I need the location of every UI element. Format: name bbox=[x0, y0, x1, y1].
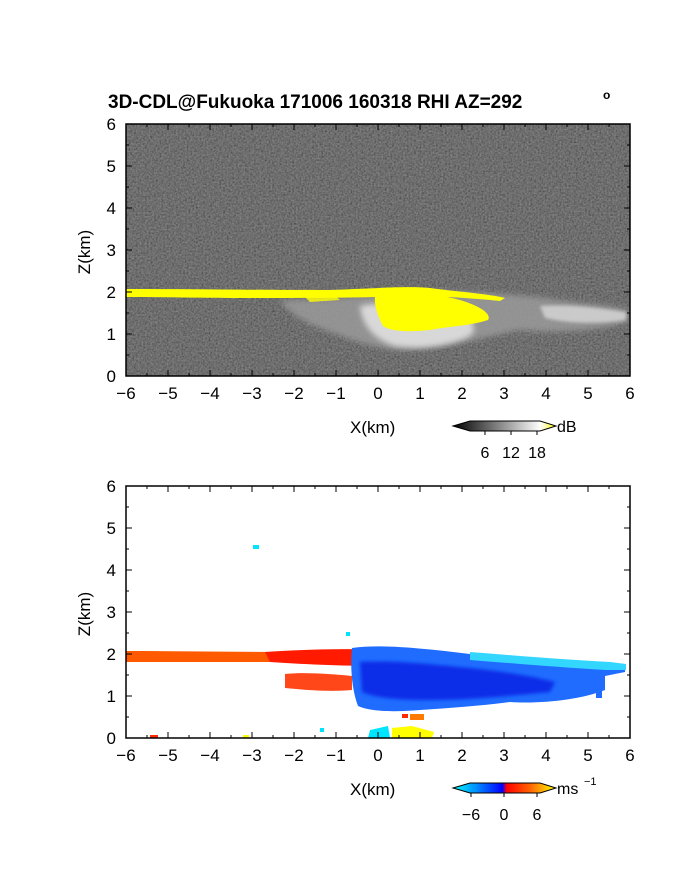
panel1-ylabel: Z(km) bbox=[75, 230, 94, 274]
vel-speck-cyan bbox=[320, 728, 324, 732]
vel-cyan-edge bbox=[470, 652, 626, 670]
x-tick-label: 6 bbox=[625, 384, 634, 403]
panel1-echoes bbox=[126, 287, 628, 350]
x-tick-label: −5 bbox=[158, 384, 177, 403]
x-tick-label: 4 bbox=[541, 384, 550, 403]
x-tick-label: 2 bbox=[457, 384, 466, 403]
colorbar2-tick-label: 6 bbox=[533, 807, 542, 824]
colorbar1-tick-label: 12 bbox=[502, 445, 520, 462]
x-tick-label: 1 bbox=[415, 746, 424, 765]
y-tick-label: 3 bbox=[107, 603, 116, 622]
x-tick-label: 0 bbox=[373, 384, 382, 403]
y-tick-label: 5 bbox=[107, 519, 116, 538]
vel-speck-red bbox=[402, 714, 408, 718]
vel-near-surface-cyan bbox=[368, 726, 390, 738]
x-tick-label: 2 bbox=[457, 746, 466, 765]
y-tick-label: 2 bbox=[107, 645, 116, 664]
colorbar-velocity: ms −1 −6 0 6 bbox=[451, 776, 597, 824]
vel-positive-low bbox=[285, 673, 352, 691]
vel-speck-cyan bbox=[346, 632, 350, 636]
x-tick-label: −6 bbox=[116, 384, 135, 403]
x-tick-label: −3 bbox=[242, 746, 261, 765]
colorbar1-bar bbox=[451, 420, 558, 432]
y-tick-label: 4 bbox=[107, 561, 116, 580]
x-tick-label: 5 bbox=[583, 384, 592, 403]
x-tick-label: −2 bbox=[284, 746, 303, 765]
x-tick-label: 3 bbox=[499, 746, 508, 765]
y-tick-label: 1 bbox=[107, 687, 116, 706]
panel2-ylabel: Z(km) bbox=[75, 592, 94, 636]
y-tick-label: 6 bbox=[107, 115, 116, 134]
panel1-xlabel: X(km) bbox=[350, 418, 395, 437]
vel-speck-red bbox=[150, 735, 158, 738]
y-tick-label: 4 bbox=[107, 199, 116, 218]
y-tick-label: 6 bbox=[107, 477, 116, 496]
x-tick-label: 6 bbox=[625, 746, 634, 765]
panel2-xlabel: X(km) bbox=[350, 780, 395, 799]
colorbar-reflectivity: dB 6 12 18 bbox=[451, 419, 577, 462]
panel1-ticks: −6 −5 −4 −3 −2 −1 0 1 2 3 4 5 6 0 1 2 3 4 5 6 bbox=[107, 115, 635, 403]
echo-yellow-core bbox=[374, 292, 489, 332]
colorbar1-ticks bbox=[484, 431, 538, 435]
x-tick-label: −6 bbox=[116, 746, 135, 765]
colorbar2-ticks bbox=[470, 793, 538, 797]
x-tick-label: −2 bbox=[284, 384, 303, 403]
colorbar1-tick-label: 18 bbox=[528, 445, 546, 462]
x-tick-label: 0 bbox=[373, 746, 382, 765]
colorbar2-unit-superscript: −1 bbox=[584, 776, 597, 788]
vel-speck-cyan bbox=[253, 545, 259, 549]
vel-near-surface-yellow bbox=[392, 726, 434, 738]
colorbar2-bar bbox=[451, 782, 558, 794]
chart-title-superscript: o bbox=[603, 88, 610, 102]
x-tick-label: −1 bbox=[326, 384, 345, 403]
x-tick-label: 4 bbox=[541, 746, 550, 765]
y-tick-label: 3 bbox=[107, 241, 116, 260]
colorbar1-tick-label: 6 bbox=[481, 445, 490, 462]
echo-yellow-fringe bbox=[300, 292, 340, 302]
y-tick-label: 5 bbox=[107, 157, 116, 176]
y-tick-label: 1 bbox=[107, 325, 116, 344]
panel2-echoes bbox=[126, 545, 626, 738]
vel-speck-orange bbox=[410, 714, 424, 720]
panel-velocity: −6 −5 −4 −3 −2 −1 0 1 2 3 4 5 6 0 1 2 3 4 5 6 X(km) Z(km) m… bbox=[75, 477, 635, 824]
colorbar2-tick-label: 0 bbox=[500, 807, 509, 824]
vel-speck-blue bbox=[596, 686, 602, 698]
echo-gray-right bbox=[540, 305, 626, 323]
x-tick-label: −3 bbox=[242, 384, 261, 403]
x-tick-label: −4 bbox=[200, 746, 219, 765]
y-tick-label: 2 bbox=[107, 283, 116, 302]
y-tick-label: 0 bbox=[107, 729, 116, 748]
x-tick-label: −1 bbox=[326, 746, 345, 765]
colorbar2-tick-label: −6 bbox=[462, 807, 480, 824]
y-tick-label: 0 bbox=[107, 367, 116, 386]
x-tick-label: 1 bbox=[415, 384, 424, 403]
x-tick-label: 3 bbox=[499, 384, 508, 403]
colorbar1-unit: dB bbox=[557, 419, 577, 436]
panel2-ticks: −6 −5 −4 −3 −2 −1 0 1 2 3 4 5 6 0 1 2 3 4 5 6 bbox=[107, 477, 635, 765]
x-tick-label: 5 bbox=[583, 746, 592, 765]
colorbar2-unit: ms bbox=[557, 781, 578, 798]
vel-positive-red bbox=[265, 649, 378, 666]
x-tick-label: −5 bbox=[158, 746, 177, 765]
vel-negative-core bbox=[360, 661, 555, 700]
x-tick-label: −4 bbox=[200, 384, 219, 403]
chart-title: 3D-CDL@Fukuoka 171006 160318 RHI AZ=292 bbox=[108, 92, 522, 113]
vel-speck-yellow bbox=[243, 735, 249, 738]
